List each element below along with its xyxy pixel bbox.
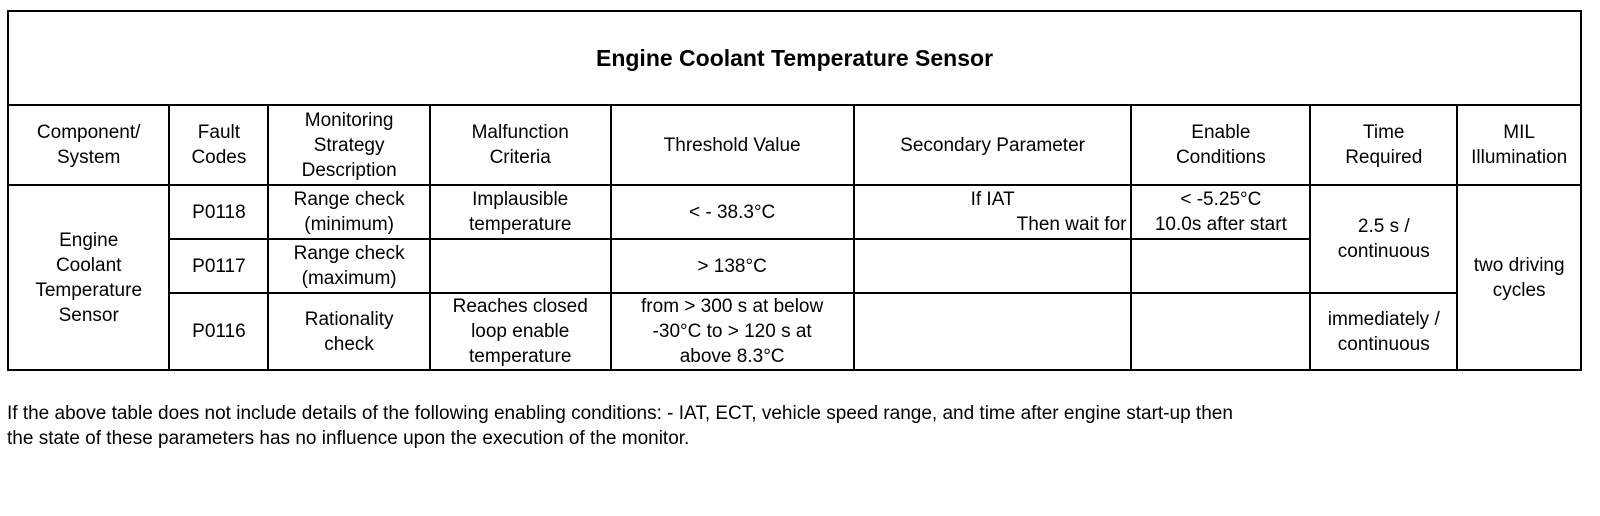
table-row: Engine Coolant Temperature Sensor P0118 … — [6, 184, 1582, 371]
mil-cell: two driving cycles — [1456, 184, 1582, 371]
table-row: P0117 Range check (maximum) > 138°C — [8, 238, 1581, 294]
footnote-line: the state of these parameters has no inf… — [7, 428, 690, 449]
threshold-cell: > 138°C — [609, 238, 855, 294]
criteria-cell — [428, 238, 612, 294]
strategy-cell: Rationality check — [267, 292, 431, 371]
enable-cell: < -5.25°C 10.0s after start — [1130, 184, 1312, 240]
table-title: Engine Coolant Temperature Sensor — [7, 10, 1582, 106]
time-required-cell: immediately / continuous — [1309, 292, 1459, 371]
header-mil-illumination: MIL Illumination — [1456, 104, 1582, 186]
secondary-cell: If IAT Then wait for — [852, 184, 1133, 240]
secondary-cell — [852, 238, 1133, 294]
fault-code: P0118 — [168, 184, 270, 240]
header-enable-conditions: Enable Conditions — [1130, 104, 1312, 186]
fault-code: P0116 — [168, 292, 270, 371]
header-threshold-value: Threshold Value — [609, 104, 855, 186]
threshold-cell: < - 38.3°C — [609, 184, 855, 240]
criteria-cell: Implausible temperature — [428, 184, 612, 240]
header-fault-codes: Fault Codes — [168, 104, 270, 186]
time-required-cell: 2.5 s / continuous — [1309, 184, 1459, 294]
header-malfunction-criteria: Malfunction Criteria — [428, 104, 612, 186]
fault-code: P0117 — [168, 238, 270, 294]
criteria-cell: Reaches closed loop enable temperature — [428, 292, 612, 371]
enable-cell — [1130, 238, 1312, 294]
threshold-cell: from > 300 s at below -30°C to > 120 s at… — [609, 292, 855, 371]
footnote: If the above table does not include deta… — [7, 401, 1587, 451]
strategy-cell: Range check (minimum) — [267, 184, 431, 240]
enable-cell — [1130, 292, 1312, 371]
strategy-cell: Range check (maximum) — [267, 238, 431, 294]
header-row: Component/System Fault Codes Monitoring St… — [6, 104, 1582, 186]
header-component: Component/System — [6, 104, 171, 186]
secondary-cell — [852, 292, 1133, 371]
header-time-required: Time Required — [1309, 104, 1459, 186]
table-row: P0116 Rationality check Reaches closed loo… — [8, 292, 1581, 371]
footnote-line: If the above table does not include deta… — [7, 403, 1233, 424]
header-strategy: Monitoring Strategy Description — [267, 104, 431, 186]
header-secondary-parameter: Secondary Parameter — [852, 104, 1133, 186]
component-name: Engine Coolant Temperature Sensor — [6, 184, 171, 371]
monitor-table: Engine Coolant Temperature Sensor Compon… — [6, 10, 1582, 371]
